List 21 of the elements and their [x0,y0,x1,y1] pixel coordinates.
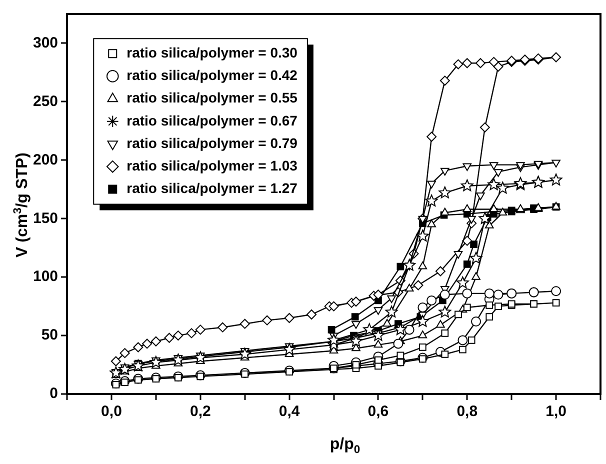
legend-label: ratio silica/polymer = 0.67 [126,112,298,128]
legend-label: ratio silica/polymer = 0.42 [126,67,298,84]
y-tick-label: 100 [32,268,58,286]
y-tick-label: 150 [32,210,58,227]
x-tick-label: 0,2 [190,403,211,420]
y-tick-label: 200 [32,151,58,168]
legend-label: ratio silica/polymer = 1.03 [126,157,298,174]
x-tick-label: 1,0 [546,403,566,420]
legend-label: ratio silica/polymer = 0.79 [126,134,298,151]
y-tick-label: 50 [41,326,58,344]
x-axis-title: p/p$_{0}$ [330,436,360,456]
y-tick-label: 250 [32,92,58,110]
x-tick-label: 0,0 [101,403,122,420]
legend-label: ratio silica/polymer = 1.27 [126,180,298,196]
legend-label: ratio silica/polymer = 0.30 [126,44,298,60]
x-tick-label: 0,6 [368,403,389,420]
x-tick-label: 0,4 [278,403,300,420]
y-tick-label: 0 [50,385,58,402]
legend-label: ratio silica/polymer = 0.55 [126,90,298,106]
x-tick-label: 0,8 [456,403,478,420]
y-tick-label: 300 [32,34,58,52]
